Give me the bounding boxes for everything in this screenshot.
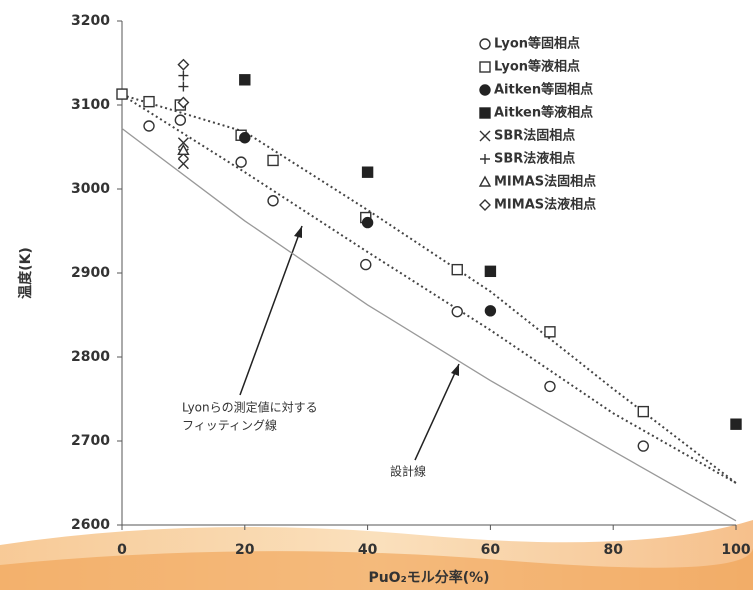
y-tick-label: 2600	[71, 517, 110, 533]
arrow	[240, 226, 302, 395]
x-tick-label: 20	[235, 542, 255, 558]
point	[545, 327, 555, 337]
point	[545, 381, 555, 391]
point	[144, 121, 154, 131]
chart: 温度(K) PuO₂モル分率(%) Lyonらの測定値に対する フィッティング線…	[0, 0, 753, 590]
arrow	[415, 364, 459, 460]
y-tick-label: 2800	[71, 349, 110, 365]
y-tick-label: 2900	[71, 265, 110, 281]
legend-marker	[480, 177, 490, 186]
x-tick-label: 80	[603, 542, 623, 558]
point	[361, 260, 371, 270]
legend-label: Aitken等固相点	[494, 82, 593, 98]
legend-marker	[480, 131, 490, 141]
x-tick-label: 100	[721, 542, 750, 558]
legend-label: Lyon等液相点	[494, 59, 580, 75]
point	[638, 407, 648, 417]
point	[363, 218, 373, 228]
y-tick-label: 3000	[71, 181, 110, 197]
legend-label: MIMAS法液相点	[494, 197, 596, 213]
y-tick-label: 3200	[71, 13, 110, 29]
legend-marker	[480, 39, 490, 49]
point	[178, 159, 188, 169]
legend-marker	[480, 200, 490, 210]
fit-line	[122, 129, 736, 521]
legend-marker	[480, 154, 490, 164]
x-tick-label: 40	[358, 542, 378, 558]
point	[485, 266, 495, 276]
point	[240, 133, 250, 143]
point	[731, 419, 741, 429]
point	[452, 265, 462, 275]
point	[236, 157, 246, 167]
legend-marker	[480, 62, 490, 72]
legend-marker	[480, 85, 490, 95]
legend-marker	[480, 108, 490, 118]
arrow-head	[451, 364, 459, 376]
x-tick-label: 0	[117, 542, 127, 558]
point	[117, 89, 127, 99]
point	[363, 167, 373, 177]
point	[175, 115, 185, 125]
point	[452, 307, 462, 317]
annotation: フィッティング線	[182, 418, 277, 433]
point	[178, 60, 188, 70]
point	[144, 97, 154, 107]
legend-label: Lyon等固相点	[494, 36, 580, 52]
legend-label: SBR法液相点	[494, 151, 575, 167]
y-tick-label: 3100	[71, 97, 110, 113]
legend-label: SBR法固相点	[494, 128, 575, 144]
legend-label: Aitken等液相点	[494, 105, 593, 121]
y-tick-label: 2700	[71, 433, 110, 449]
point	[268, 155, 278, 165]
annotation: Lyonらの測定値に対する	[182, 400, 318, 415]
legend-label: MIMAS法固相点	[494, 174, 596, 190]
x-tick-label: 60	[481, 542, 501, 558]
point	[178, 71, 188, 81]
point	[638, 441, 648, 451]
point	[178, 82, 188, 92]
arrow-head	[294, 226, 302, 238]
point	[268, 196, 278, 206]
x-axis-title: PuO₂モル分率(%)	[368, 569, 489, 586]
point	[485, 306, 495, 316]
point	[240, 75, 250, 85]
annotation: 設計線	[390, 464, 426, 479]
y-axis-title: 温度(K)	[17, 247, 34, 299]
